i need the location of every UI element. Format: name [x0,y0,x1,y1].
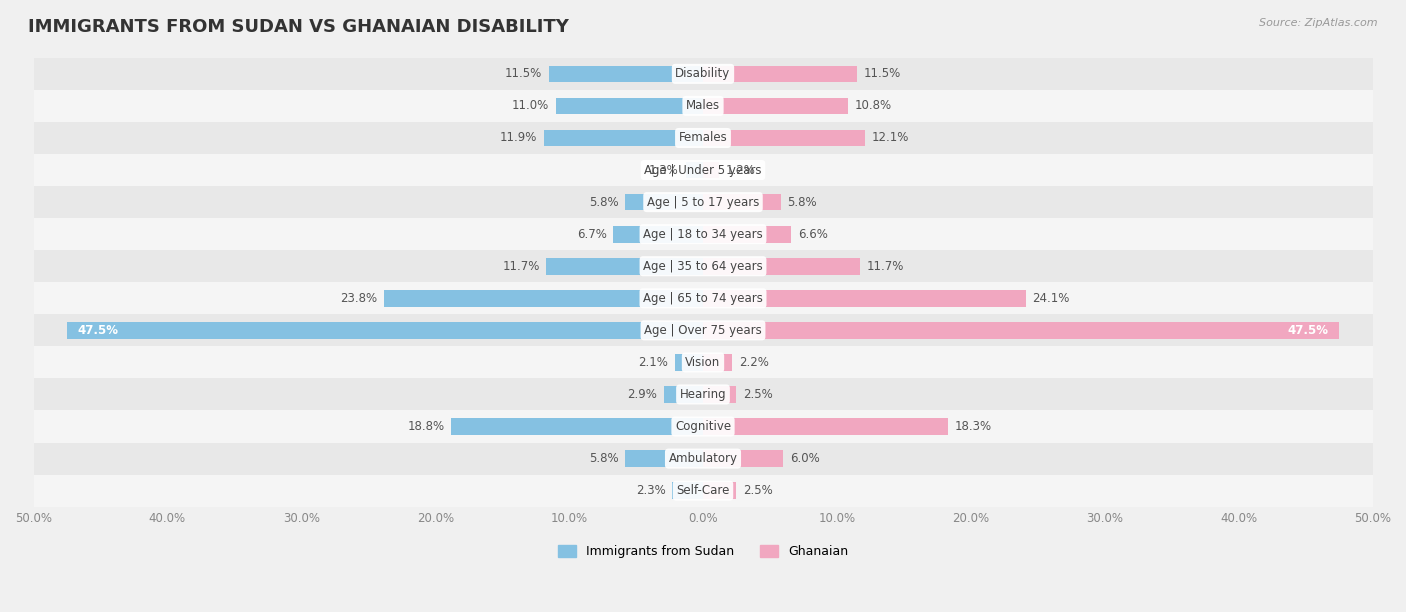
Text: 2.1%: 2.1% [638,356,668,369]
Text: Age | Over 75 years: Age | Over 75 years [644,324,762,337]
Bar [672,482,703,499]
Text: 11.5%: 11.5% [505,67,543,80]
Text: 11.9%: 11.9% [499,132,537,144]
Bar [547,258,703,275]
Text: 11.0%: 11.0% [512,99,548,113]
Text: 2.3%: 2.3% [636,484,665,497]
Bar [703,418,948,435]
Bar [555,97,703,114]
Text: 47.5%: 47.5% [77,324,118,337]
Text: 18.3%: 18.3% [955,420,991,433]
Bar [703,97,848,114]
Text: 5.8%: 5.8% [589,196,619,209]
Text: Self-Care: Self-Care [676,484,730,497]
Text: 11.5%: 11.5% [863,67,901,80]
Text: Ambulatory: Ambulatory [668,452,738,465]
Text: 18.8%: 18.8% [408,420,444,433]
Text: 1.3%: 1.3% [650,163,679,176]
Bar [384,290,703,307]
Bar [548,65,703,82]
Bar [703,482,737,499]
Bar [34,122,1372,154]
Text: 10.8%: 10.8% [855,99,891,113]
Bar [34,378,1372,411]
Text: 5.8%: 5.8% [787,196,817,209]
Text: Vision: Vision [685,356,721,369]
Text: 11.7%: 11.7% [866,259,904,273]
Text: Age | 18 to 34 years: Age | 18 to 34 years [643,228,763,241]
Bar [703,226,792,242]
Legend: Immigrants from Sudan, Ghanaian: Immigrants from Sudan, Ghanaian [553,540,853,563]
Bar [626,194,703,211]
Text: 11.7%: 11.7% [502,259,540,273]
Bar [544,130,703,146]
Bar [34,154,1372,186]
Text: Age | 65 to 74 years: Age | 65 to 74 years [643,292,763,305]
Bar [451,418,703,435]
Bar [703,162,718,178]
Text: 23.8%: 23.8% [340,292,378,305]
Bar [675,354,703,371]
Bar [34,186,1372,218]
Bar [34,90,1372,122]
Text: IMMIGRANTS FROM SUDAN VS GHANAIAN DISABILITY: IMMIGRANTS FROM SUDAN VS GHANAIAN DISABI… [28,18,569,36]
Bar [34,218,1372,250]
Text: 6.7%: 6.7% [576,228,606,241]
Bar [686,162,703,178]
Bar [664,386,703,403]
Bar [703,290,1026,307]
Text: 24.1%: 24.1% [1032,292,1070,305]
Text: 12.1%: 12.1% [872,132,910,144]
Bar [613,226,703,242]
Text: 5.8%: 5.8% [589,452,619,465]
Text: 6.6%: 6.6% [799,228,828,241]
Text: Hearing: Hearing [679,388,727,401]
Text: Age | Under 5 years: Age | Under 5 years [644,163,762,176]
Bar [34,442,1372,475]
Bar [703,194,780,211]
Bar [703,354,733,371]
Bar [703,322,1339,338]
Bar [703,65,858,82]
Text: 1.2%: 1.2% [725,163,755,176]
Text: Females: Females [679,132,727,144]
Text: 2.5%: 2.5% [744,484,773,497]
Text: 2.9%: 2.9% [627,388,658,401]
Bar [67,322,703,338]
Text: Cognitive: Cognitive [675,420,731,433]
Bar [34,58,1372,90]
Text: 6.0%: 6.0% [790,452,820,465]
Text: Age | 5 to 17 years: Age | 5 to 17 years [647,196,759,209]
Bar [703,450,783,467]
Bar [34,282,1372,315]
Text: Males: Males [686,99,720,113]
Text: 47.5%: 47.5% [1288,324,1329,337]
Text: 2.5%: 2.5% [744,388,773,401]
Text: Disability: Disability [675,67,731,80]
Bar [34,315,1372,346]
Bar [626,450,703,467]
Bar [34,475,1372,507]
Bar [34,411,1372,442]
Bar [34,250,1372,282]
Text: Source: ZipAtlas.com: Source: ZipAtlas.com [1260,18,1378,28]
Bar [34,346,1372,378]
Text: Age | 35 to 64 years: Age | 35 to 64 years [643,259,763,273]
Text: 2.2%: 2.2% [740,356,769,369]
Bar [703,130,865,146]
Bar [703,258,859,275]
Bar [703,386,737,403]
